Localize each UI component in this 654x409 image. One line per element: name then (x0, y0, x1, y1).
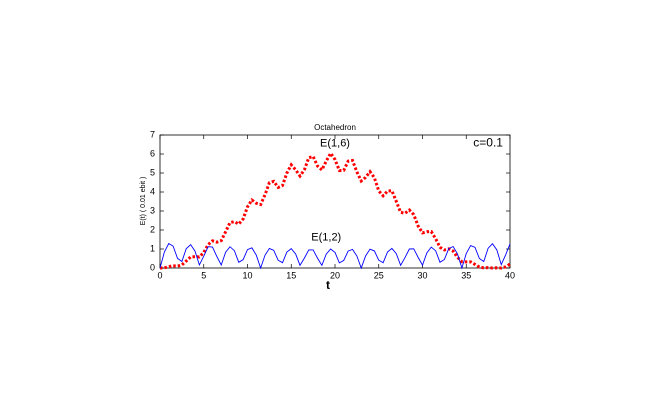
x-axis-label: t (326, 278, 330, 292)
x-tick-label: 5 (201, 270, 206, 280)
x-tick-label: 30 (417, 270, 427, 280)
x-tick-label: 20 (330, 270, 340, 280)
y-tick-label: 2 (150, 224, 155, 234)
x-tick-label: 40 (505, 270, 515, 280)
y-tick-label: 6 (150, 148, 155, 158)
y-axis-label: E(t) ( 0.01 ebit ) (140, 177, 147, 226)
annotation: E(1,6) (320, 137, 350, 149)
y-tick-label: 3 (150, 205, 155, 215)
chart-title: Octahedron (314, 123, 356, 132)
y-tick-label: 1 (150, 243, 155, 253)
y-tick-label: 7 (150, 129, 155, 139)
series-line (159, 242, 511, 270)
x-tick-label: 35 (461, 270, 471, 280)
x-tick-label: 25 (374, 270, 384, 280)
x-tick-label: 10 (242, 270, 252, 280)
annotation: E(1,2) (311, 232, 341, 244)
y-tick-label: 5 (150, 167, 155, 177)
series-line (159, 150, 511, 270)
x-tick-label: 0 (157, 270, 162, 280)
annotation: c=0.1 (473, 136, 503, 150)
y-tick-label: 0 (150, 262, 155, 272)
x-tick-label: 15 (286, 270, 296, 280)
y-tick-label: 4 (150, 186, 155, 196)
